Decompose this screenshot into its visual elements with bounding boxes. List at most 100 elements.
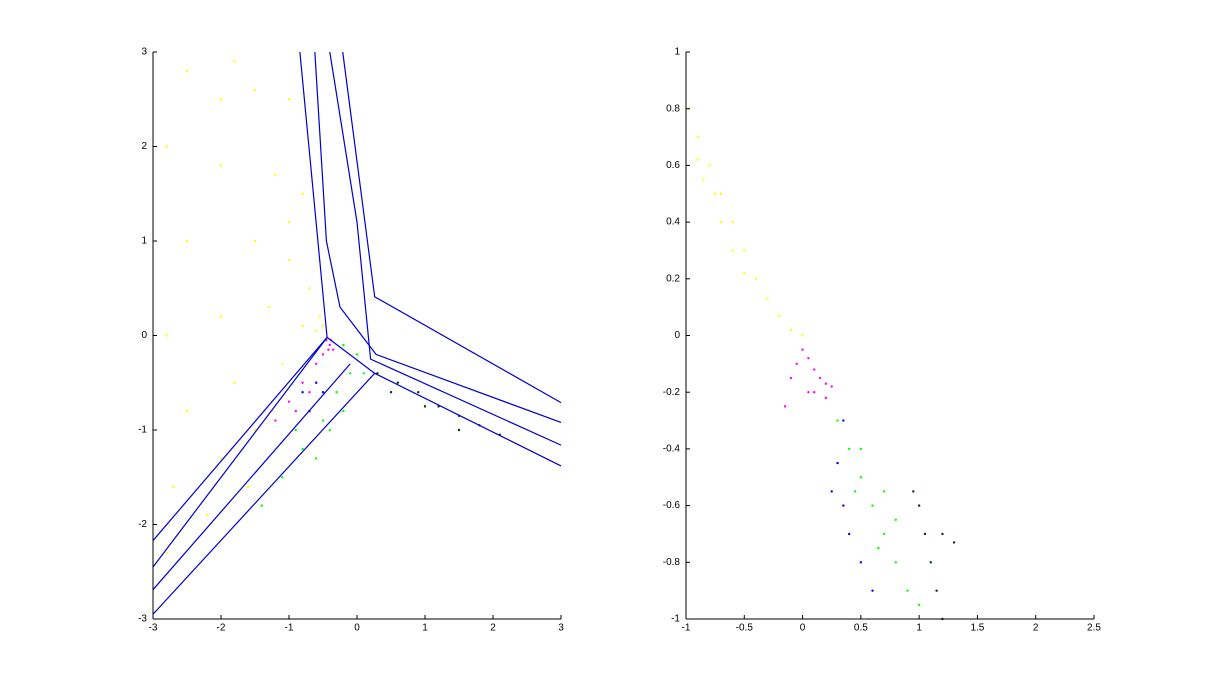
x-tick-label: -2 (217, 623, 226, 634)
point (719, 220, 723, 224)
y-tick-label: 2 (141, 141, 147, 152)
x-tick-label: 0.5 (854, 623, 868, 634)
point (859, 476, 863, 479)
point (349, 372, 352, 375)
point (766, 297, 769, 300)
point (807, 391, 810, 394)
x-tick-label: 0 (354, 623, 360, 634)
point (801, 348, 804, 351)
point (321, 324, 325, 328)
x-tick-label: 2 (490, 623, 496, 634)
point (789, 376, 793, 380)
point (778, 314, 781, 317)
point (696, 158, 699, 161)
point (287, 400, 291, 403)
point (713, 192, 717, 195)
y-tick-label: -0.8 (663, 557, 681, 568)
point (308, 287, 311, 290)
point (457, 428, 461, 432)
y-tick-label: 0.8 (666, 103, 680, 114)
point (754, 277, 758, 280)
point (318, 315, 321, 318)
point (882, 490, 886, 493)
y-tick-label: -0.4 (663, 444, 681, 455)
x-tick-label: 1 (916, 623, 922, 634)
x-tick-label: -0.5 (736, 623, 754, 634)
point (233, 60, 236, 63)
point (253, 88, 257, 92)
point (247, 485, 250, 488)
y-tick-label: -1 (138, 425, 147, 436)
point (315, 329, 318, 332)
point (355, 353, 359, 356)
point (917, 603, 921, 607)
point (253, 239, 257, 243)
point (321, 353, 325, 356)
line (342, 51, 562, 404)
line (326, 336, 562, 467)
point (824, 382, 828, 385)
point (923, 532, 927, 536)
point (342, 409, 345, 413)
point (917, 504, 921, 507)
point (830, 490, 833, 493)
point (294, 409, 297, 413)
line (329, 51, 562, 446)
point (253, 428, 257, 432)
x-tick-label: -3 (149, 623, 158, 634)
point (853, 490, 857, 493)
x-tick-label: -1 (682, 623, 691, 634)
point (267, 305, 270, 309)
point (842, 504, 845, 507)
point (396, 381, 399, 384)
point (894, 561, 898, 564)
point (328, 343, 331, 347)
point (818, 376, 822, 380)
x-tick-label: 0 (800, 623, 806, 634)
line (152, 336, 328, 541)
point (842, 419, 845, 422)
point (281, 362, 284, 366)
point (783, 405, 787, 408)
point (912, 490, 915, 493)
point (929, 561, 932, 564)
point (423, 405, 427, 408)
point (807, 356, 810, 360)
point (335, 391, 338, 394)
point (172, 485, 175, 488)
y-tick-label: -0.2 (663, 387, 681, 398)
y-tick-label: 0 (674, 330, 680, 341)
point (301, 192, 304, 195)
point (708, 164, 711, 167)
point (219, 98, 223, 101)
point (165, 334, 168, 337)
point (743, 271, 746, 275)
point (321, 419, 325, 422)
point (185, 69, 189, 73)
point (813, 391, 816, 394)
point (206, 513, 209, 517)
point (301, 447, 304, 451)
point (836, 461, 839, 465)
point (287, 258, 291, 262)
x-tick-label: 1 (422, 623, 428, 634)
line (152, 363, 351, 591)
point (274, 419, 277, 422)
point (328, 428, 331, 432)
point (260, 504, 263, 507)
y-tick-label: -1 (671, 614, 680, 625)
point (274, 173, 277, 177)
point (859, 447, 863, 451)
point (731, 249, 734, 252)
point (327, 348, 330, 351)
y-tick-label: 3 (141, 47, 147, 58)
point (935, 589, 938, 592)
point (165, 145, 168, 148)
point (301, 391, 304, 394)
point (332, 348, 335, 351)
y-tick-label: 1 (141, 236, 147, 247)
point (294, 428, 297, 432)
point (301, 324, 304, 328)
y-tick-label: 0.6 (666, 160, 680, 171)
point (219, 164, 223, 167)
